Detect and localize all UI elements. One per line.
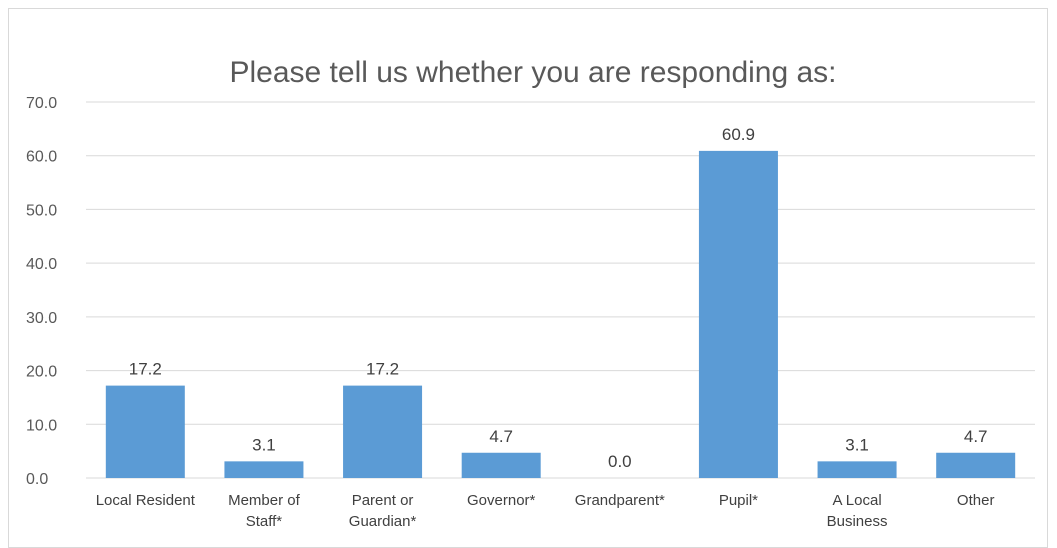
data-label: 17.2 — [129, 360, 162, 379]
data-label: 3.1 — [845, 435, 869, 454]
data-label: 0.0 — [608, 452, 632, 471]
x-tick-label: Business — [827, 513, 888, 530]
x-tick-label: Member of — [228, 492, 301, 509]
x-tick-label: Local Resident — [96, 492, 196, 509]
chart-title: Please tell us whether you are respondin… — [229, 56, 836, 89]
data-label: 4.7 — [964, 427, 988, 446]
y-tick-label: 60.0 — [26, 149, 57, 166]
x-axis-labels: Local Resident Member of Staff* Parent or Gu… — [96, 492, 995, 530]
y-tick-label: 10.0 — [26, 417, 57, 434]
y-tick-label: 0.0 — [26, 471, 48, 488]
y-axis-ticks: 0.0 10.0 20.0 30.0 40.0 50.0 60.0 70.0 — [26, 95, 57, 488]
value-labels: 17.2 3.1 17.2 4.7 0.0 60.9 3.1 4.7 — [129, 125, 988, 471]
y-tick-label: 20.0 — [26, 364, 57, 381]
bar — [461, 452, 541, 478]
x-tick-label: Governor* — [467, 492, 536, 509]
bar — [698, 150, 778, 478]
bar — [343, 385, 423, 478]
y-tick-label: 30.0 — [26, 310, 57, 327]
x-tick-label: Other — [957, 492, 995, 509]
x-tick-label: Pupil* — [719, 492, 758, 509]
bar — [224, 461, 304, 478]
data-label: 60.9 — [722, 125, 755, 144]
y-tick-label: 50.0 — [26, 202, 57, 219]
x-tick-label: A Local — [832, 492, 881, 509]
x-tick-label: Parent or — [352, 492, 414, 509]
x-tick-label: Grandparent* — [575, 492, 665, 509]
y-tick-label: 70.0 — [26, 95, 57, 112]
bar — [105, 385, 185, 478]
x-tick-label: Guardian* — [349, 513, 417, 530]
bars — [105, 150, 1016, 478]
x-tick-label: Staff* — [246, 513, 283, 530]
data-label: 3.1 — [252, 435, 276, 454]
y-tick-label: 40.0 — [26, 256, 57, 273]
data-label: 4.7 — [489, 427, 513, 446]
bar — [817, 461, 897, 478]
bar — [936, 452, 1016, 478]
gridlines — [86, 101, 1035, 479]
data-label: 17.2 — [366, 360, 399, 379]
